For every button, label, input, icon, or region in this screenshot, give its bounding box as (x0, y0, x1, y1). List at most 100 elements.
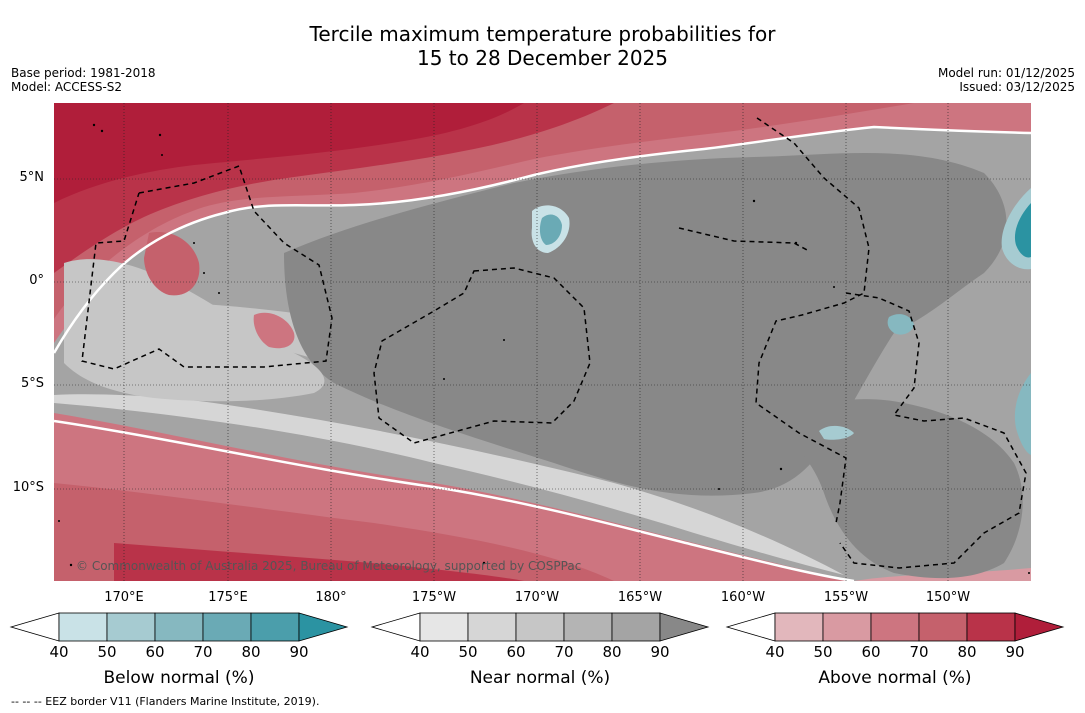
island-marker (203, 272, 205, 274)
colorbar-segment (870, 612, 920, 642)
colorbar-near-normal (370, 612, 710, 642)
lon-label-165w: 165°W (617, 590, 663, 605)
eez-border-kiribati-gilbert (81, 165, 333, 370)
colorbar-title-above: Above normal (%) (818, 668, 972, 688)
below-normal-patch-south-east (819, 425, 854, 440)
map-attribution: © Commonwealth of Australia 2025, Bureau… (76, 559, 581, 573)
eez-border-line-islands-2 (839, 292, 1027, 569)
colorbar-tick-label: 70 (554, 643, 574, 661)
colorbar-tick-label: 80 (241, 643, 261, 661)
island-marker (69, 563, 73, 567)
colorbar-tick-label: 90 (1005, 643, 1025, 661)
colorbar-high-extension (298, 612, 349, 642)
colorbar-high-extension (659, 612, 710, 642)
island-marker (58, 520, 60, 522)
colorbar-segment (154, 612, 204, 642)
colorbar-tick-label: 50 (97, 643, 117, 661)
colorbar-segment (563, 612, 613, 642)
island-marker (718, 488, 720, 490)
near-normal-east-core (774, 399, 1023, 579)
colorbar-tick-label: 60 (506, 643, 526, 661)
colorbars (9, 612, 1065, 642)
island-marker (193, 242, 195, 244)
colorbar-title-near: Near normal (%) (469, 668, 611, 688)
colorbar-below-normal (9, 612, 349, 642)
lat-label-5s: 5°S (20, 376, 44, 391)
eez-border-line-islands (755, 117, 870, 524)
colorbar-low-extension (370, 612, 421, 642)
colorbar-tick-label: 80 (602, 643, 622, 661)
eez-border-line-islands-3 (678, 227, 810, 252)
lon-label-180: 180° (315, 590, 347, 605)
eez-borders (81, 117, 1027, 569)
lon-label-175w: 175°W (411, 590, 457, 605)
colorbar-tick-label: 60 (861, 643, 881, 661)
colorbar-tick-label: 70 (193, 643, 213, 661)
below-normal-patch-central-core (539, 214, 562, 245)
island-marker (443, 378, 445, 380)
lon-label-150w: 150°W (925, 590, 971, 605)
issued-date: Issued: 03/12/2025 (959, 80, 1075, 94)
colorbar-segment (467, 612, 517, 642)
colorbar-tick-label: 90 (650, 643, 670, 661)
lon-label-170e: 170°E (104, 590, 144, 605)
colorbar-segment (822, 612, 872, 642)
colorbar-title-below: Below normal (%) (103, 668, 255, 688)
colorbar-segment (774, 612, 824, 642)
model-name: Model: ACCESS-S2 (11, 80, 123, 94)
island-marker (503, 339, 505, 341)
colorbar-tick-label: 60 (145, 643, 165, 661)
chart-title-line1: Tercile maximum temperature probabilitie… (309, 22, 776, 46)
below-normal-patch-mid-east (887, 314, 914, 335)
above-normal-south-deep (114, 543, 524, 581)
colorbar-tick-label: 90 (289, 643, 309, 661)
colorbar-tick-label: 40 (49, 643, 69, 661)
eez-footnote: -- -- -- EEZ border V11 (Flanders Marine… (11, 695, 320, 708)
colorbar-segment (419, 612, 469, 642)
probability-map: © Commonwealth of Australia 2025, Bureau… (54, 103, 1031, 581)
colorbar-tick-label: 40 (765, 643, 785, 661)
lat-label-0: 0° (29, 273, 44, 288)
colorbar-segment (966, 612, 1016, 642)
colorbar-segment (58, 612, 108, 642)
island-marker (752, 199, 756, 203)
colorbar-low-extension (725, 612, 776, 642)
below-normal-patch-east-upper-core (1014, 203, 1031, 258)
colorbar-segment (611, 612, 661, 642)
colorbar-segment (250, 612, 300, 642)
island-markers (58, 123, 1030, 574)
graticule (54, 103, 1031, 581)
colorbar-above-normal (725, 612, 1065, 642)
lon-label-160w: 160°W (720, 590, 766, 605)
colorbar-tick-label: 70 (909, 643, 929, 661)
colorbar-segment (515, 612, 565, 642)
island-marker (482, 561, 486, 565)
tercile-boundary-south (54, 419, 855, 581)
map-canvas: © Commonwealth of Australia 2025, Bureau… (54, 103, 1031, 581)
above-normal-patch-west (144, 232, 200, 296)
below-normal-patch-east-lower (1014, 373, 1031, 455)
near-normal-west-light (64, 259, 325, 402)
model-run: Model run: 01/12/2025 (937, 66, 1075, 80)
island-marker (161, 154, 163, 156)
lat-label-5n: 5°N (19, 170, 45, 185)
island-marker (92, 123, 96, 127)
island-marker (158, 133, 162, 137)
colorbar-tick-label: 40 (410, 643, 430, 661)
colorbar-segment (106, 612, 156, 642)
lon-label-170w: 170°W (514, 590, 560, 605)
lat-label-10s: 10°S (12, 480, 44, 495)
colorbar-segment (918, 612, 968, 642)
tercile-boundary-north (54, 125, 1031, 354)
colorbar-low-extension (9, 612, 60, 642)
eez-border-phoenix (373, 267, 591, 444)
above-normal-patch-mid-west (253, 312, 295, 349)
island-marker (218, 292, 220, 294)
colorbar-tick-label: 50 (813, 643, 833, 661)
colorbar-tick-label: 80 (957, 643, 977, 661)
colorbar-high-extension (1014, 612, 1065, 642)
chart-title-line2: 15 to 28 December 2025 (416, 46, 668, 70)
island-marker (779, 467, 783, 471)
island-marker (1028, 572, 1030, 574)
island-marker (833, 286, 835, 288)
